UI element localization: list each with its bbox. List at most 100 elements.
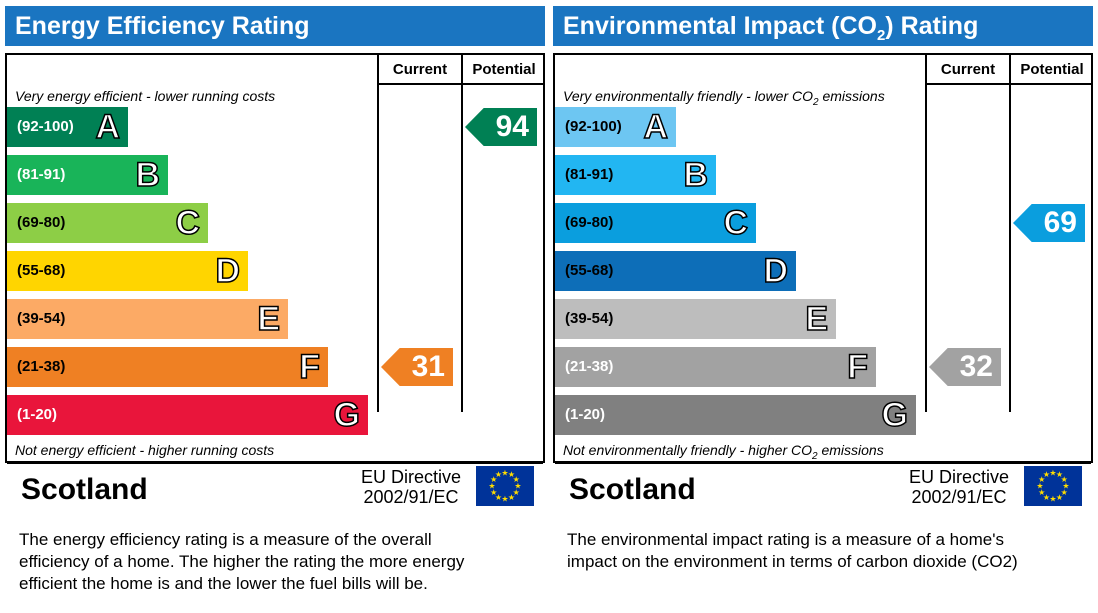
svg-text:★: ★ (490, 475, 497, 484)
svg-text:★: ★ (1062, 482, 1069, 491)
eu-flag-icon: ★ ★ ★ ★ ★ ★ ★ ★ ★ ★ ★ ★ (476, 466, 534, 506)
current-column-header: Current (940, 61, 996, 78)
band-range-label: (1-20) (17, 406, 58, 423)
svg-text:★: ★ (1038, 488, 1045, 497)
current-rating-arrow: 32 (929, 348, 1001, 386)
rating-band-b: (81-91) B (7, 155, 168, 195)
svg-text:★: ★ (1049, 495, 1056, 504)
svg-text:★: ★ (513, 475, 520, 484)
column-divider (1009, 55, 1011, 412)
header-divider (925, 83, 1091, 85)
svg-text:★: ★ (508, 470, 515, 479)
band-letter: B (135, 155, 161, 195)
bottom-note: Not environmentally friendly - higher CO… (563, 442, 884, 462)
band-letter: F (298, 347, 320, 387)
country-label: Scotland (569, 473, 696, 506)
eu-flag-icon: ★ ★ ★ ★ ★ ★ ★ ★ ★ ★ ★ ★ (1024, 466, 1082, 506)
band-letter: A (643, 107, 669, 147)
band-range-label: (55-68) (17, 262, 66, 279)
band-letter: D (215, 251, 241, 291)
rating-band-e: (39-54) E (555, 299, 836, 339)
rating-band-c: (69-80) C (555, 203, 756, 243)
svg-text:★: ★ (1049, 469, 1056, 478)
svg-text:★: ★ (513, 488, 520, 497)
country-label: Scotland (21, 473, 148, 506)
potential-rating-arrow: 94 (465, 108, 537, 146)
band-letter: F (846, 347, 868, 387)
header-divider (377, 83, 543, 85)
svg-text:★: ★ (1061, 488, 1068, 497)
top-note: Very energy efficient - lower running co… (15, 88, 276, 104)
band-range-label: (21-38) (17, 358, 66, 375)
panel-title: Environmental Impact (CO2) Rating (553, 6, 1093, 46)
band-letter: C (175, 203, 201, 243)
band-letter: G (333, 395, 361, 435)
svg-text:★: ★ (1056, 493, 1063, 502)
svg-text:★: ★ (1061, 475, 1068, 484)
rating-band-b: (81-91) B (555, 155, 716, 195)
potential-rating-arrow: 69 (1013, 204, 1085, 242)
caption: The energy efficiency rating is a measur… (19, 530, 465, 593)
rating-band-a: (92-100) A (555, 107, 676, 147)
band-letter: D (763, 251, 789, 291)
rating-band-d: (55-68) D (7, 251, 248, 291)
rating-band-a: (92-100) A (7, 107, 128, 147)
band-range-label: (1-20) (565, 406, 606, 423)
column-divider (377, 55, 379, 412)
svg-text:★: ★ (1036, 482, 1043, 491)
caption: The environmental impact rating is a mea… (567, 530, 1018, 571)
rating-band-g: (1-20) G (555, 395, 916, 435)
energy-efficiency-panel: Energy Efficiency Rating Current Potenti… (5, 6, 545, 593)
svg-text:★: ★ (1038, 475, 1045, 484)
current-rating-arrow: 31 (381, 348, 453, 386)
potential-column-header: Potential (1020, 61, 1084, 78)
rating-band-f: (21-38) F (7, 347, 328, 387)
svg-text:★: ★ (1056, 470, 1063, 479)
footer-divider (555, 462, 1091, 464)
svg-text:★: ★ (501, 495, 508, 504)
svg-text:★: ★ (1043, 470, 1050, 479)
rating-band-d: (55-68) D (555, 251, 796, 291)
band-letter: G (881, 395, 909, 435)
column-divider (925, 55, 927, 412)
band-range-label: (55-68) (565, 262, 614, 279)
band-letter: E (257, 299, 281, 339)
top-note: Very environmentally friendly - lower CO… (563, 88, 885, 108)
bottom-note: Not energy efficient - higher running co… (15, 442, 275, 458)
svg-text:★: ★ (508, 493, 515, 502)
current-column-header: Current (392, 61, 448, 78)
svg-text:★: ★ (501, 469, 508, 478)
band-range-label: (92-100) (17, 118, 74, 135)
band-letter: C (723, 203, 749, 243)
svg-text:★: ★ (488, 482, 495, 491)
band-range-label: (81-91) (565, 166, 614, 183)
band-letter: B (683, 155, 709, 195)
svg-text:★: ★ (495, 493, 502, 502)
column-divider (461, 55, 463, 412)
band-range-label: (92-100) (565, 118, 622, 135)
svg-text:★: ★ (1043, 493, 1050, 502)
svg-text:★: ★ (490, 488, 497, 497)
eu-directive: EU Directive 2002/91/EC (361, 467, 462, 507)
rating-band-e: (39-54) E (7, 299, 288, 339)
rating-chart: Current Potential Very energy efficient … (5, 53, 545, 507)
footer-divider (7, 462, 543, 464)
rating-band-c: (69-80) C (7, 203, 208, 243)
band-letter: A (95, 107, 121, 147)
rating-band-g: (1-20) G (7, 395, 368, 435)
svg-text:★: ★ (495, 470, 502, 479)
rating-chart: Current Potential Very environmentally f… (553, 53, 1093, 507)
svg-text:★: ★ (514, 482, 521, 491)
environmental-impact-panel: Environmental Impact (CO2) Rating Curren… (553, 6, 1093, 571)
band-range-label: (69-80) (17, 214, 66, 231)
band-range-label: (81-91) (17, 166, 66, 183)
band-range-label: (39-54) (565, 310, 614, 327)
band-range-label: (69-80) (565, 214, 614, 231)
band-range-label: (21-38) (565, 358, 614, 375)
rating-band-f: (21-38) F (555, 347, 876, 387)
potential-column-header: Potential (472, 61, 536, 78)
panel-title: Energy Efficiency Rating (5, 6, 545, 46)
band-letter: E (805, 299, 829, 339)
band-range-label: (39-54) (17, 310, 66, 327)
eu-directive: EU Directive 2002/91/EC (909, 467, 1010, 507)
